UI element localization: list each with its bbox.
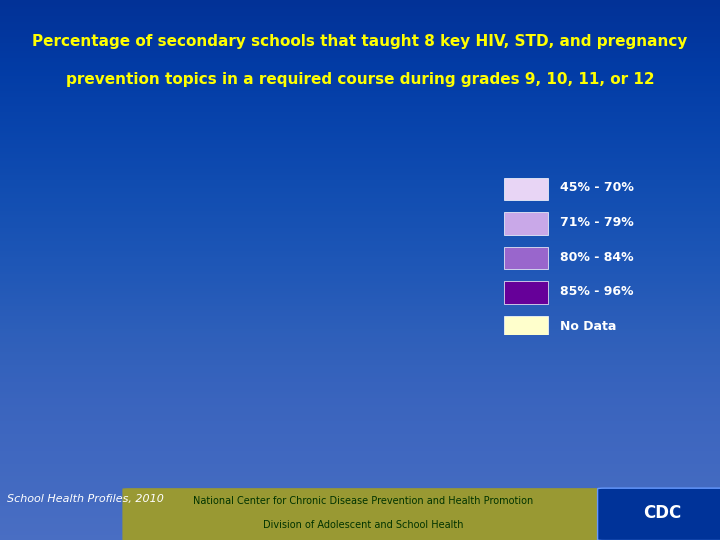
Text: 85% - 96%: 85% - 96% [560, 285, 634, 298]
Text: Division of Adolescent and School Health: Division of Adolescent and School Health [264, 520, 464, 530]
FancyBboxPatch shape [504, 178, 549, 200]
FancyBboxPatch shape [598, 488, 720, 540]
Text: 45% - 70%: 45% - 70% [560, 181, 634, 194]
Text: CDC: CDC [643, 504, 682, 522]
Text: prevention topics in a required course during grades 9, 10, 11, or 12: prevention topics in a required course d… [66, 72, 654, 87]
Text: Percentage of secondary schools that taught 8 key HIV, STD, and pregnancy: Percentage of secondary schools that tau… [32, 33, 688, 49]
Text: National Center for Chronic Disease Prevention and Health Promotion: National Center for Chronic Disease Prev… [194, 496, 534, 506]
FancyBboxPatch shape [504, 281, 549, 303]
Text: No Data: No Data [560, 320, 617, 333]
FancyBboxPatch shape [504, 212, 549, 234]
Text: 80% - 84%: 80% - 84% [560, 251, 634, 264]
Text: 71% - 79%: 71% - 79% [560, 216, 634, 229]
Text: School Health Profiles, 2010: School Health Profiles, 2010 [7, 494, 164, 504]
FancyBboxPatch shape [504, 247, 549, 269]
FancyBboxPatch shape [122, 488, 605, 540]
FancyBboxPatch shape [504, 316, 549, 338]
